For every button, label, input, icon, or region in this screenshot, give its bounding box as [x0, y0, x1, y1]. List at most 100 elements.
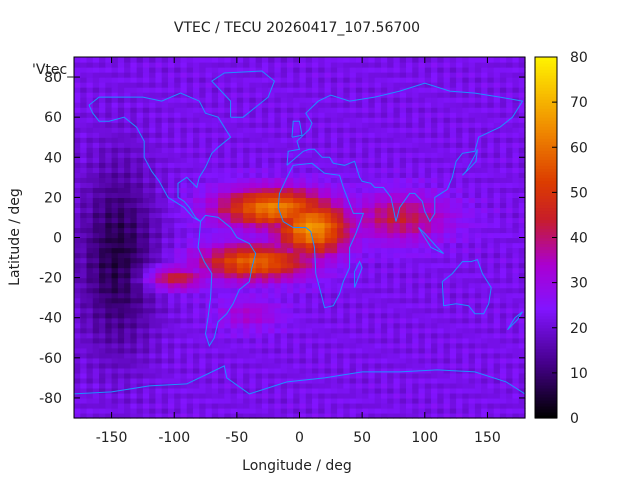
- heatmap-cell: [255, 382, 263, 389]
- heatmap-cell: [174, 82, 182, 88]
- heatmap-cell: [449, 127, 457, 133]
- heatmap-cell: [92, 77, 100, 83]
- heatmap-cell: [405, 322, 413, 329]
- heatmap-cell: [80, 237, 88, 244]
- heatmap-cell: [130, 102, 138, 108]
- heatmap-cell: [99, 202, 106, 209]
- heatmap-cell: [405, 82, 413, 88]
- heatmap-cell: [268, 137, 276, 143]
- heatmap-cell: [343, 197, 351, 203]
- heatmap-cell: [99, 197, 106, 203]
- heatmap-cell: [474, 97, 482, 103]
- heatmap-cell: [380, 347, 388, 354]
- heatmap-cell: [343, 117, 351, 123]
- heatmap-cell: [243, 157, 250, 163]
- heatmap-cell: [167, 302, 175, 309]
- heatmap-cell: [412, 87, 420, 93]
- heatmap-cell: [462, 82, 470, 88]
- heatmap-cell: [280, 222, 288, 229]
- heatmap-cell: [80, 192, 88, 198]
- heatmap-cell: [92, 392, 100, 399]
- heatmap-cell: [418, 352, 426, 359]
- heatmap-cell: [230, 397, 238, 404]
- heatmap-cell: [337, 92, 344, 98]
- heatmap-cell: [268, 72, 276, 78]
- heatmap-cell: [243, 282, 250, 289]
- heatmap-cell: [161, 327, 169, 334]
- heatmap-cell: [193, 162, 200, 168]
- heatmap-cell: [80, 322, 88, 329]
- heatmap-cell: [149, 367, 157, 374]
- heatmap-cell: [312, 97, 319, 103]
- heatmap-cell: [142, 142, 150, 148]
- heatmap-cell: [437, 187, 445, 193]
- heatmap-cell: [161, 67, 169, 73]
- heatmap-cell: [236, 97, 244, 103]
- heatmap-cell: [199, 332, 207, 339]
- heatmap-cell: [343, 72, 351, 78]
- heatmap-cell: [405, 222, 413, 229]
- heatmap-cell: [462, 117, 470, 123]
- heatmap-cell: [431, 312, 438, 319]
- heatmap-cell: [424, 182, 432, 188]
- heatmap-cell: [355, 327, 363, 334]
- heatmap-cell: [142, 392, 150, 399]
- heatmap-cell: [518, 177, 526, 183]
- heatmap-cell: [330, 247, 338, 254]
- heatmap-cell: [393, 392, 401, 399]
- heatmap-cell: [199, 217, 207, 224]
- heatmap-cell: [105, 257, 113, 264]
- heatmap-cell: [105, 177, 113, 183]
- heatmap-cell: [105, 377, 113, 384]
- heatmap-cell: [362, 257, 369, 264]
- heatmap-cell: [280, 202, 288, 209]
- heatmap-cell: [124, 357, 131, 364]
- heatmap-cell: [268, 407, 276, 414]
- heatmap-cell: [380, 142, 388, 148]
- heatmap-cell: [174, 147, 182, 153]
- heatmap-cell: [224, 307, 232, 314]
- heatmap-cell: [124, 322, 131, 329]
- heatmap-cell: [167, 287, 175, 294]
- heatmap-cell: [117, 332, 125, 339]
- heatmap-cell: [299, 347, 307, 354]
- heatmap-cell: [105, 112, 113, 118]
- heatmap-cell: [274, 397, 282, 404]
- heatmap-cell: [86, 182, 94, 188]
- heatmap-cell: [324, 292, 332, 299]
- heatmap-cell: [180, 227, 188, 234]
- heatmap-cell: [330, 277, 338, 284]
- heatmap-cell: [286, 212, 294, 219]
- heatmap-cell: [199, 262, 207, 269]
- heatmap-cell: [80, 97, 88, 103]
- heatmap-cell: [506, 162, 514, 168]
- heatmap-cell: [211, 362, 219, 369]
- heatmap-cell: [474, 242, 482, 249]
- heatmap-cell: [412, 217, 420, 224]
- heatmap-cell: [337, 337, 344, 344]
- heatmap-cell: [299, 162, 307, 168]
- heatmap-cell: [149, 67, 157, 73]
- heatmap-cell: [456, 337, 463, 344]
- heatmap-cell: [349, 182, 357, 188]
- heatmap-cell: [149, 107, 157, 113]
- heatmap-cell: [124, 207, 131, 214]
- heatmap-cell: [161, 317, 169, 324]
- heatmap-cell: [481, 172, 489, 178]
- heatmap-cell: [380, 122, 388, 128]
- heatmap-cell: [456, 72, 463, 78]
- heatmap-cell: [243, 212, 250, 219]
- heatmap-cell: [174, 297, 182, 304]
- heatmap-cell: [449, 272, 457, 279]
- heatmap-cell: [374, 207, 382, 214]
- heatmap-cell: [474, 312, 482, 319]
- heatmap-cell: [249, 167, 257, 173]
- heatmap-cell: [449, 397, 457, 404]
- heatmap-cell: [174, 177, 182, 183]
- heatmap-cell: [456, 382, 463, 389]
- heatmap-cell: [506, 402, 514, 409]
- heatmap-cell: [280, 272, 288, 279]
- heatmap-cell: [124, 377, 131, 384]
- heatmap-cell: [293, 202, 301, 209]
- heatmap-cell: [374, 167, 382, 173]
